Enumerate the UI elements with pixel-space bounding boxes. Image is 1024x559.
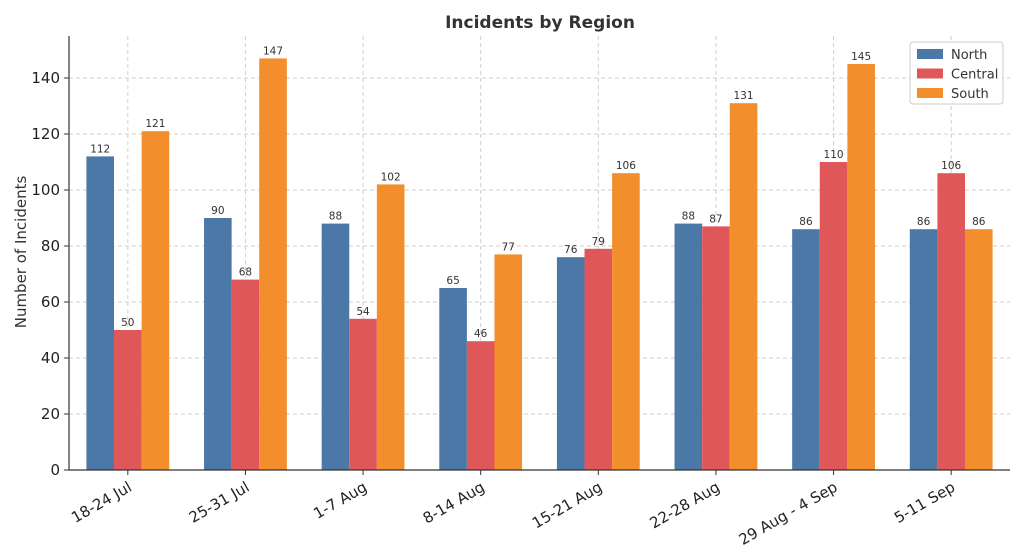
bar-label-south-1: 147 <box>263 45 283 57</box>
bar-label-south-7: 86 <box>972 216 986 228</box>
x-tick-label-4: 15-21 Aug <box>529 478 605 532</box>
bar-label-south-4: 106 <box>616 160 636 172</box>
bar-label-north-7: 86 <box>917 216 931 228</box>
bar-label-north-0: 112 <box>90 143 110 155</box>
x-tick-label-1: 25-31 Jul <box>186 478 253 527</box>
bar-label-north-2: 88 <box>329 211 342 223</box>
bar-label-south-6: 145 <box>851 51 871 63</box>
legend-swatch-south <box>917 88 943 98</box>
bar-south-1 <box>259 58 287 471</box>
bar-central-5 <box>702 226 730 470</box>
y-tick-label-6: 120 <box>31 125 60 143</box>
bar-north-1 <box>204 218 232 470</box>
bar-label-central-3: 46 <box>474 328 488 340</box>
bar-label-south-5: 131 <box>734 90 754 102</box>
bar-label-central-1: 68 <box>239 267 252 279</box>
bar-label-north-3: 65 <box>446 275 459 287</box>
bar-label-central-7: 106 <box>941 160 961 172</box>
bar-central-0 <box>114 330 142 470</box>
bar-south-5 <box>729 103 758 470</box>
bar-label-central-5: 87 <box>709 213 722 225</box>
bar-label-south-2: 102 <box>381 171 401 183</box>
x-tick-label-6: 29 Aug - 4 Sep <box>736 478 841 549</box>
bar-central-3 <box>466 341 495 470</box>
bar-label-north-1: 90 <box>211 205 224 217</box>
legend-label-central: Central <box>951 68 998 83</box>
bar-central-4 <box>584 248 613 470</box>
bar-central-1 <box>231 279 260 470</box>
bar-south-3 <box>494 254 523 470</box>
y-tick-label-2: 40 <box>41 349 60 367</box>
bar-south-0 <box>141 131 170 470</box>
x-tick-label-0: 18-24 Jul <box>68 478 135 527</box>
bar-north-5 <box>674 223 703 470</box>
bar-label-south-0: 121 <box>145 118 165 130</box>
bar-label-central-2: 54 <box>356 306 370 318</box>
legend-swatch-north <box>917 49 943 59</box>
y-axis-label: Number of Incidents <box>12 176 30 329</box>
bar-label-north-5: 88 <box>682 211 695 223</box>
bar-label-south-3: 77 <box>502 241 515 253</box>
bar-north-0 <box>86 156 115 470</box>
x-tick-label-2: 1-7 Aug <box>310 478 370 523</box>
y-tick-labels: 0 20 40 60 80 100 120 140 <box>31 69 60 479</box>
y-tick-label-0: 0 <box>50 461 60 479</box>
y-tick-label-5: 100 <box>31 181 60 199</box>
bar-label-central-4: 79 <box>592 236 605 248</box>
bar-north-4 <box>556 257 585 470</box>
legend-swatch-central <box>917 68 943 79</box>
bar-label-central-0: 50 <box>121 317 134 329</box>
bar-south-6 <box>847 64 875 470</box>
bar-label-central-6: 110 <box>824 149 844 161</box>
bar-north-3 <box>439 288 467 470</box>
bar-label-north-6: 86 <box>799 216 813 228</box>
y-tick-label-4: 80 <box>41 237 60 255</box>
legend-label-north: North <box>951 48 987 63</box>
bar-north-2 <box>321 223 350 470</box>
bar-central-6 <box>819 162 848 470</box>
bar-south-4 <box>612 173 640 470</box>
y-tick-label-1: 20 <box>41 405 60 423</box>
bar-central-7 <box>937 173 965 470</box>
legend-label-south: South <box>951 87 989 102</box>
axes <box>64 36 1010 475</box>
y-tick-label-7: 140 <box>31 69 60 87</box>
bar-south-2 <box>376 184 405 470</box>
chart-title: Incidents by Region <box>445 13 635 33</box>
bar-central-2 <box>349 318 377 470</box>
bar-labels: 112 90 88 65 76 88 86 86 50 68 54 46 79 87 110 106 121 14… <box>90 45 986 340</box>
x-tick-label-3: 8-14 Aug <box>420 478 488 528</box>
x-tick-labels: 18-24 Jul 25-31 Jul 1-7 Aug 8-14 Aug 15-21 A… <box>68 478 958 549</box>
bar-north-6 <box>792 229 820 470</box>
legend: North Central South <box>909 41 1004 105</box>
bar-north-7 <box>909 229 938 470</box>
y-tick-label-3: 60 <box>41 293 60 311</box>
x-tick-label-5: 22-28 Aug <box>647 478 723 532</box>
bar-label-north-4: 76 <box>564 244 578 256</box>
bars <box>86 58 993 471</box>
bar-south-7 <box>964 229 993 470</box>
x-tick-label-7: 5-11 Sep <box>891 478 958 527</box>
